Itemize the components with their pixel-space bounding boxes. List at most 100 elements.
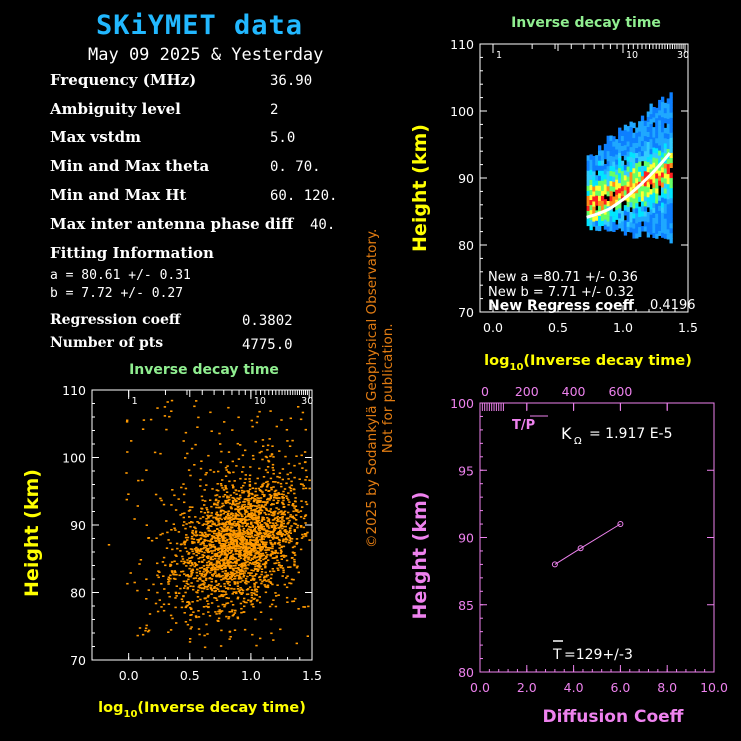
scatter-point	[250, 592, 253, 594]
scatter-point	[259, 497, 263, 499]
scatter-point	[243, 605, 246, 608]
scatter-point	[170, 504, 173, 506]
scatter-point	[231, 558, 235, 561]
density-cell	[586, 165, 590, 171]
density-cell	[592, 155, 596, 162]
scatter-point	[277, 518, 280, 520]
scatter-point	[219, 544, 223, 547]
scatter-point	[202, 542, 205, 545]
scatter-point	[260, 538, 263, 541]
scatter-point	[264, 591, 268, 594]
scatter-point	[239, 519, 242, 521]
density-cell	[615, 209, 619, 215]
scatter-point	[209, 571, 212, 574]
scatter-point	[183, 521, 186, 523]
scatter-point	[231, 515, 235, 517]
scatter-point	[283, 583, 286, 586]
density-xlabel-sub: 10	[509, 362, 523, 373]
scatter-point	[241, 519, 244, 522]
scatter-point	[136, 589, 139, 592]
scatter-point	[185, 550, 189, 553]
density-cell	[649, 103, 653, 109]
scatter-point	[282, 520, 285, 522]
scatter-point	[205, 577, 208, 580]
scatter-point	[200, 507, 203, 510]
scatter-point	[278, 520, 282, 523]
scatter-point	[253, 550, 256, 553]
scatter-point	[272, 486, 275, 488]
density-cell	[669, 142, 673, 148]
scatter-point	[231, 546, 234, 548]
scatter-point	[258, 544, 261, 547]
diffusion-ytick-label: 90	[458, 531, 474, 546]
scatter-point	[167, 539, 170, 541]
density-cell	[618, 192, 622, 199]
scatter-point	[126, 451, 129, 453]
density-cell	[658, 225, 662, 231]
scatter-point	[226, 495, 229, 497]
scatter-point	[269, 530, 273, 533]
density-cell	[652, 197, 656, 203]
scatter-point	[254, 549, 257, 551]
density-cell	[640, 211, 645, 217]
density-cell	[652, 107, 656, 113]
scatter-point	[246, 511, 249, 513]
density-cell	[638, 216, 642, 222]
density-cell	[643, 206, 648, 212]
scatter-point	[288, 582, 291, 584]
scatter-point	[208, 577, 211, 580]
scatter-point	[189, 474, 192, 477]
density-cell	[652, 217, 656, 223]
scatter-point	[255, 519, 258, 522]
scatter-point	[300, 537, 304, 539]
scatter-point	[282, 545, 286, 548]
scatter-point	[165, 547, 169, 549]
scatter-point	[282, 499, 285, 502]
scatter-point	[276, 515, 279, 518]
scatter-top-tick-label: 30	[301, 396, 313, 407]
scatter-point	[268, 605, 272, 608]
scatter-point	[238, 525, 241, 527]
scatter-point	[201, 590, 204, 593]
scatter-point	[181, 512, 184, 515]
density-cell	[655, 163, 659, 169]
scatter-point	[291, 439, 294, 442]
scatter-point	[207, 606, 210, 608]
scatter-point	[223, 494, 227, 496]
scatter-point	[262, 482, 265, 485]
scatter-point	[185, 580, 188, 582]
scatter-point	[228, 502, 232, 505]
scatter-point	[263, 536, 266, 538]
scatter-point	[259, 532, 263, 535]
density-cell	[598, 175, 602, 181]
scatter-point	[217, 551, 220, 554]
scatter-point	[163, 406, 167, 408]
scatter-point	[299, 548, 303, 551]
scatter-point	[247, 513, 251, 515]
scatter-point	[197, 552, 200, 554]
scatter-point	[238, 501, 242, 504]
scatter-point	[195, 591, 198, 593]
scatter-point	[245, 505, 249, 508]
scatter-point	[243, 490, 246, 493]
scatter-point	[308, 487, 311, 490]
scatter-point	[231, 533, 234, 535]
diffusion-xtick-label: 6.0	[610, 680, 630, 695]
density-cell	[635, 218, 639, 224]
density-cell	[666, 143, 670, 149]
scatter-point	[287, 492, 290, 494]
density-cell	[666, 158, 670, 165]
density-cell	[615, 174, 619, 180]
scatter-point	[254, 618, 257, 621]
scatter-point	[211, 575, 215, 577]
scatter-point	[155, 537, 158, 539]
scatter-point	[254, 518, 257, 520]
scatter-point	[277, 499, 280, 502]
scatter-point	[266, 554, 269, 556]
density-cell	[666, 203, 670, 210]
scatter-point	[235, 560, 238, 562]
scatter-point	[221, 565, 224, 568]
scatter-point	[252, 504, 255, 507]
scatter-point	[264, 529, 268, 532]
density-cell	[623, 185, 628, 191]
